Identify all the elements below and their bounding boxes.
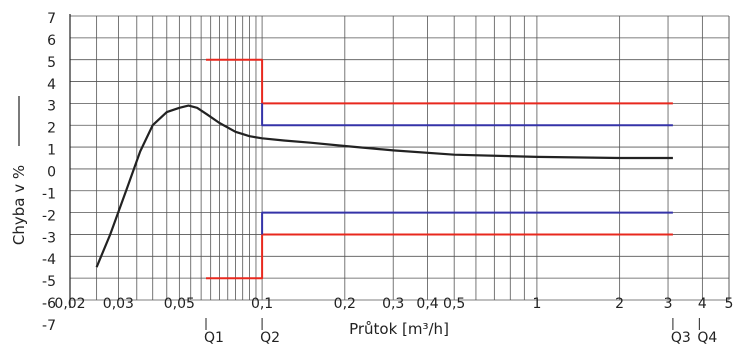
y-tick-label: -7 [42,318,56,334]
x-tick-label: 0,05 [164,296,195,312]
series-line-4 [261,211,673,235]
x-tick-label: 3 [664,296,673,312]
x-tick-label: 5 [725,296,734,312]
x-tick-label: 0,3 [382,296,404,312]
q-marker-label: Q1 [204,330,224,346]
series-line-1 [206,58,673,105]
series-line-0 [95,104,673,268]
y-tick-label: 1 [47,143,56,159]
y-tick-label: -4 [42,252,56,268]
y-tick-label: 7 [47,11,56,27]
y-tick-label: 4 [47,77,56,93]
x-tick-label: 0,2 [334,296,356,312]
x-tick-label: 2 [615,296,624,312]
x-tick-label: 0,02 [54,296,85,312]
q-markers: Q1 Q2 Q3 Q4 [204,318,717,346]
y-tick-label: -3 [42,230,56,246]
x-tick-label: 1 [532,296,541,312]
y-tick-label: 3 [47,99,56,115]
y-tick-labels: 7 6 5 4 3 2 1 0 -1 -2 -3 -4 -5 -6 -7 [42,11,56,334]
series-line-3 [261,103,673,127]
q-marker-label: Q2 [260,330,280,346]
y-tick-label: 2 [47,121,56,137]
series-layer [95,58,673,280]
q-marker-label: Q3 [671,330,691,346]
series-line-2 [206,233,673,280]
y-tick-label: -2 [42,208,56,224]
x-tick-label: 0,4 [416,296,438,312]
x-tick-label: 0,5 [443,296,465,312]
q-marker-label: Q4 [697,330,717,346]
y-axis-label: Chyba v % [10,165,28,245]
y-tick-label: 5 [47,55,56,71]
grid [69,14,730,308]
x-tick-label: 0,03 [103,296,134,312]
y-tick-label: -5 [42,274,56,290]
y-tick-label: 0 [47,165,56,181]
y-tick-label: -6 [42,296,56,312]
x-tick-label: 0,1 [251,296,273,312]
y-tick-label: -1 [42,186,56,202]
x-tick-labels: 0,02 0,03 0,05 0,1 0,2 0,3 0,4 0,5 1 2 3 4 5 [54,296,733,312]
x-axis-label: Průtok [m³/h] [349,320,449,338]
y-tick-label: 6 [47,33,56,49]
x-tick-label: 4 [698,296,707,312]
